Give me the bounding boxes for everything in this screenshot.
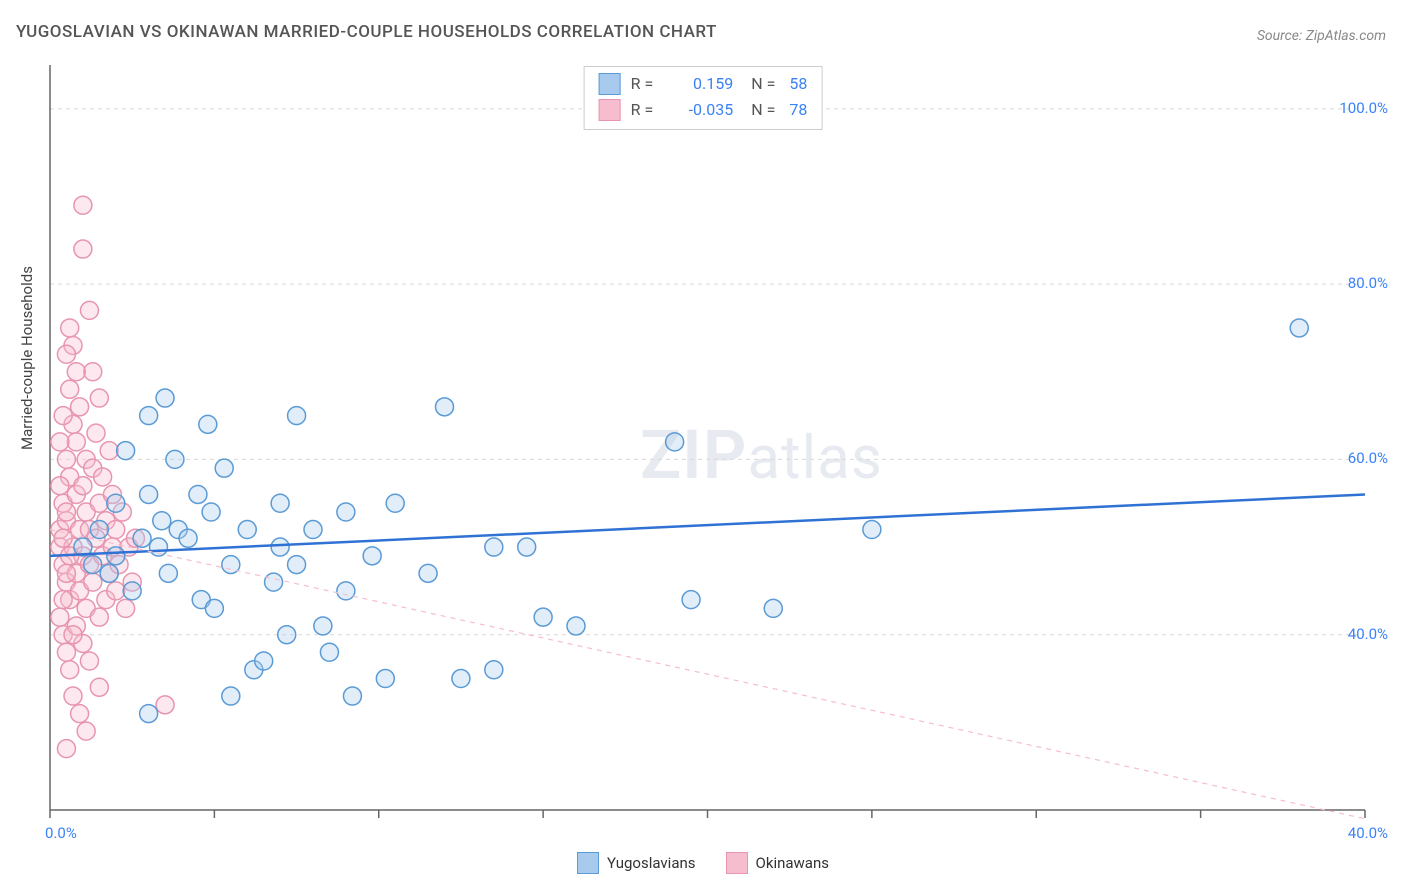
corr-n-value-1: 78: [789, 97, 807, 123]
corr-r-value-0: 0.159: [663, 71, 733, 97]
source-label: Source: ZipAtlas.com: [1257, 28, 1386, 44]
x-tick-label: 0.0%: [45, 824, 77, 842]
corr-r-value-1: -0.035: [663, 97, 733, 123]
y-axis-label: Married-couple Households: [18, 266, 36, 450]
corr-r-label-1: R =: [631, 97, 654, 123]
corr-swatch-0: [599, 73, 621, 95]
legend-swatch-0: [577, 852, 599, 874]
y-tick-label: 80.0%: [1348, 274, 1388, 292]
legend: Yugoslavians Okinawans: [577, 852, 829, 874]
corr-swatch-1: [599, 99, 621, 121]
corr-n-value-0: 58: [789, 71, 807, 97]
corr-row-1: R = -0.035 N = 78: [599, 97, 808, 123]
legend-label-1: Okinawans: [756, 854, 829, 872]
corr-r-label-0: R =: [631, 71, 654, 97]
legend-swatch-1: [726, 852, 748, 874]
y-tick-label: 40.0%: [1348, 625, 1388, 643]
corr-n-label-0: N =: [751, 71, 775, 97]
corr-n-label-1: N =: [751, 97, 775, 123]
corr-row-0: R = 0.159 N = 58: [599, 71, 808, 97]
correlation-box: R = 0.159 N = 58 R = -0.035 N = 78: [584, 66, 823, 130]
y-tick-label: 60.0%: [1348, 449, 1388, 467]
legend-item-0: Yugoslavians: [577, 852, 696, 874]
legend-item-1: Okinawans: [726, 852, 829, 874]
scatter-plot: [45, 60, 1385, 830]
y-tick-label: 100.0%: [1339, 99, 1388, 117]
x-tick-label: 40.0%: [1348, 824, 1388, 842]
chart-title: YUGOSLAVIAN VS OKINAWAN MARRIED-COUPLE H…: [16, 22, 717, 42]
legend-label-0: Yugoslavians: [607, 854, 696, 872]
